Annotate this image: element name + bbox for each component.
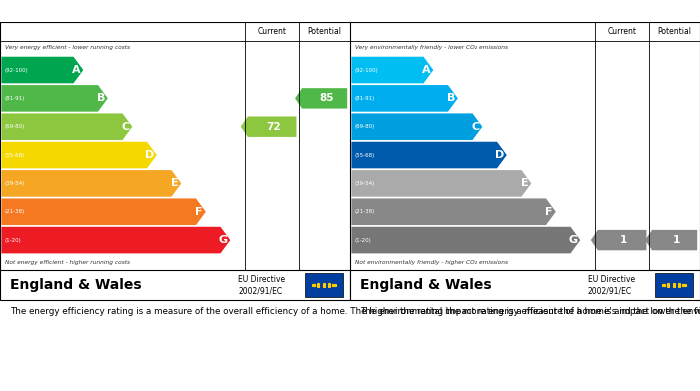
- Text: A: A: [72, 65, 80, 75]
- Text: Potential: Potential: [307, 27, 342, 36]
- Polygon shape: [1, 170, 181, 197]
- Text: (69-80): (69-80): [354, 124, 374, 129]
- Polygon shape: [591, 230, 647, 250]
- Bar: [304, 273, 343, 297]
- Text: (21-38): (21-38): [4, 209, 25, 214]
- Polygon shape: [351, 85, 458, 112]
- Text: (39-54): (39-54): [4, 181, 25, 186]
- Text: E: E: [521, 178, 528, 188]
- Text: Not energy efficient - higher running costs: Not energy efficient - higher running co…: [6, 260, 130, 265]
- Text: Environmental Impact (CO₂) Rating: Environmental Impact (CO₂) Rating: [357, 5, 603, 18]
- Text: G: G: [569, 235, 578, 245]
- Polygon shape: [351, 142, 507, 169]
- Polygon shape: [351, 170, 531, 197]
- Text: 85: 85: [319, 93, 334, 103]
- Text: G: G: [219, 235, 228, 245]
- Polygon shape: [1, 85, 108, 112]
- Text: England & Wales: England & Wales: [10, 278, 142, 292]
- Text: EU Directive
2002/91/EC: EU Directive 2002/91/EC: [588, 275, 635, 295]
- Polygon shape: [1, 199, 206, 225]
- Text: D: D: [146, 150, 155, 160]
- Polygon shape: [1, 227, 230, 253]
- Polygon shape: [1, 142, 157, 169]
- Polygon shape: [295, 88, 347, 109]
- Polygon shape: [351, 113, 482, 140]
- Text: D: D: [496, 150, 505, 160]
- Text: A: A: [422, 65, 430, 75]
- Text: England & Wales: England & Wales: [360, 278, 492, 292]
- Text: The energy efficiency rating is a measure of the overall efficiency of a home. T: The energy efficiency rating is a measur…: [10, 307, 700, 316]
- Polygon shape: [1, 57, 83, 83]
- Text: EU Directive
2002/91/EC: EU Directive 2002/91/EC: [238, 275, 285, 295]
- Text: (21-38): (21-38): [354, 209, 374, 214]
- Text: C: C: [471, 122, 480, 132]
- Text: E: E: [171, 178, 178, 188]
- Polygon shape: [1, 113, 132, 140]
- Text: Very environmentally friendly - lower CO₂ emissions: Very environmentally friendly - lower CO…: [355, 45, 508, 50]
- Text: Current: Current: [258, 27, 286, 36]
- Polygon shape: [645, 230, 697, 250]
- Text: 1: 1: [620, 235, 627, 245]
- Polygon shape: [241, 117, 297, 137]
- Text: Not environmentally friendly - higher CO₂ emissions: Not environmentally friendly - higher CO…: [355, 260, 508, 265]
- Text: (1-20): (1-20): [4, 238, 21, 242]
- Text: 72: 72: [267, 122, 281, 132]
- Text: F: F: [545, 207, 553, 217]
- Text: Current: Current: [608, 27, 636, 36]
- Text: 1: 1: [673, 235, 680, 245]
- Text: F: F: [195, 207, 203, 217]
- Text: The environmental impact rating is a measure of a home's impact on the environme: The environmental impact rating is a mea…: [360, 307, 700, 316]
- Text: (55-68): (55-68): [354, 152, 374, 158]
- Text: (39-54): (39-54): [354, 181, 374, 186]
- Text: (1-20): (1-20): [354, 238, 371, 242]
- Polygon shape: [351, 199, 556, 225]
- Text: (92-100): (92-100): [354, 68, 378, 72]
- Text: C: C: [121, 122, 130, 132]
- Text: (69-80): (69-80): [4, 124, 25, 129]
- Text: (55-68): (55-68): [4, 152, 25, 158]
- Text: Energy Efficiency Rating: Energy Efficiency Rating: [7, 5, 179, 18]
- Polygon shape: [351, 227, 580, 253]
- Text: Very energy efficient - lower running costs: Very energy efficient - lower running co…: [6, 45, 130, 50]
- Bar: [654, 273, 693, 297]
- Text: (81-91): (81-91): [354, 96, 374, 101]
- Text: B: B: [447, 93, 455, 103]
- Text: (81-91): (81-91): [4, 96, 25, 101]
- Text: (92-100): (92-100): [4, 68, 28, 72]
- Text: Potential: Potential: [657, 27, 692, 36]
- Text: B: B: [97, 93, 105, 103]
- Polygon shape: [351, 57, 433, 83]
